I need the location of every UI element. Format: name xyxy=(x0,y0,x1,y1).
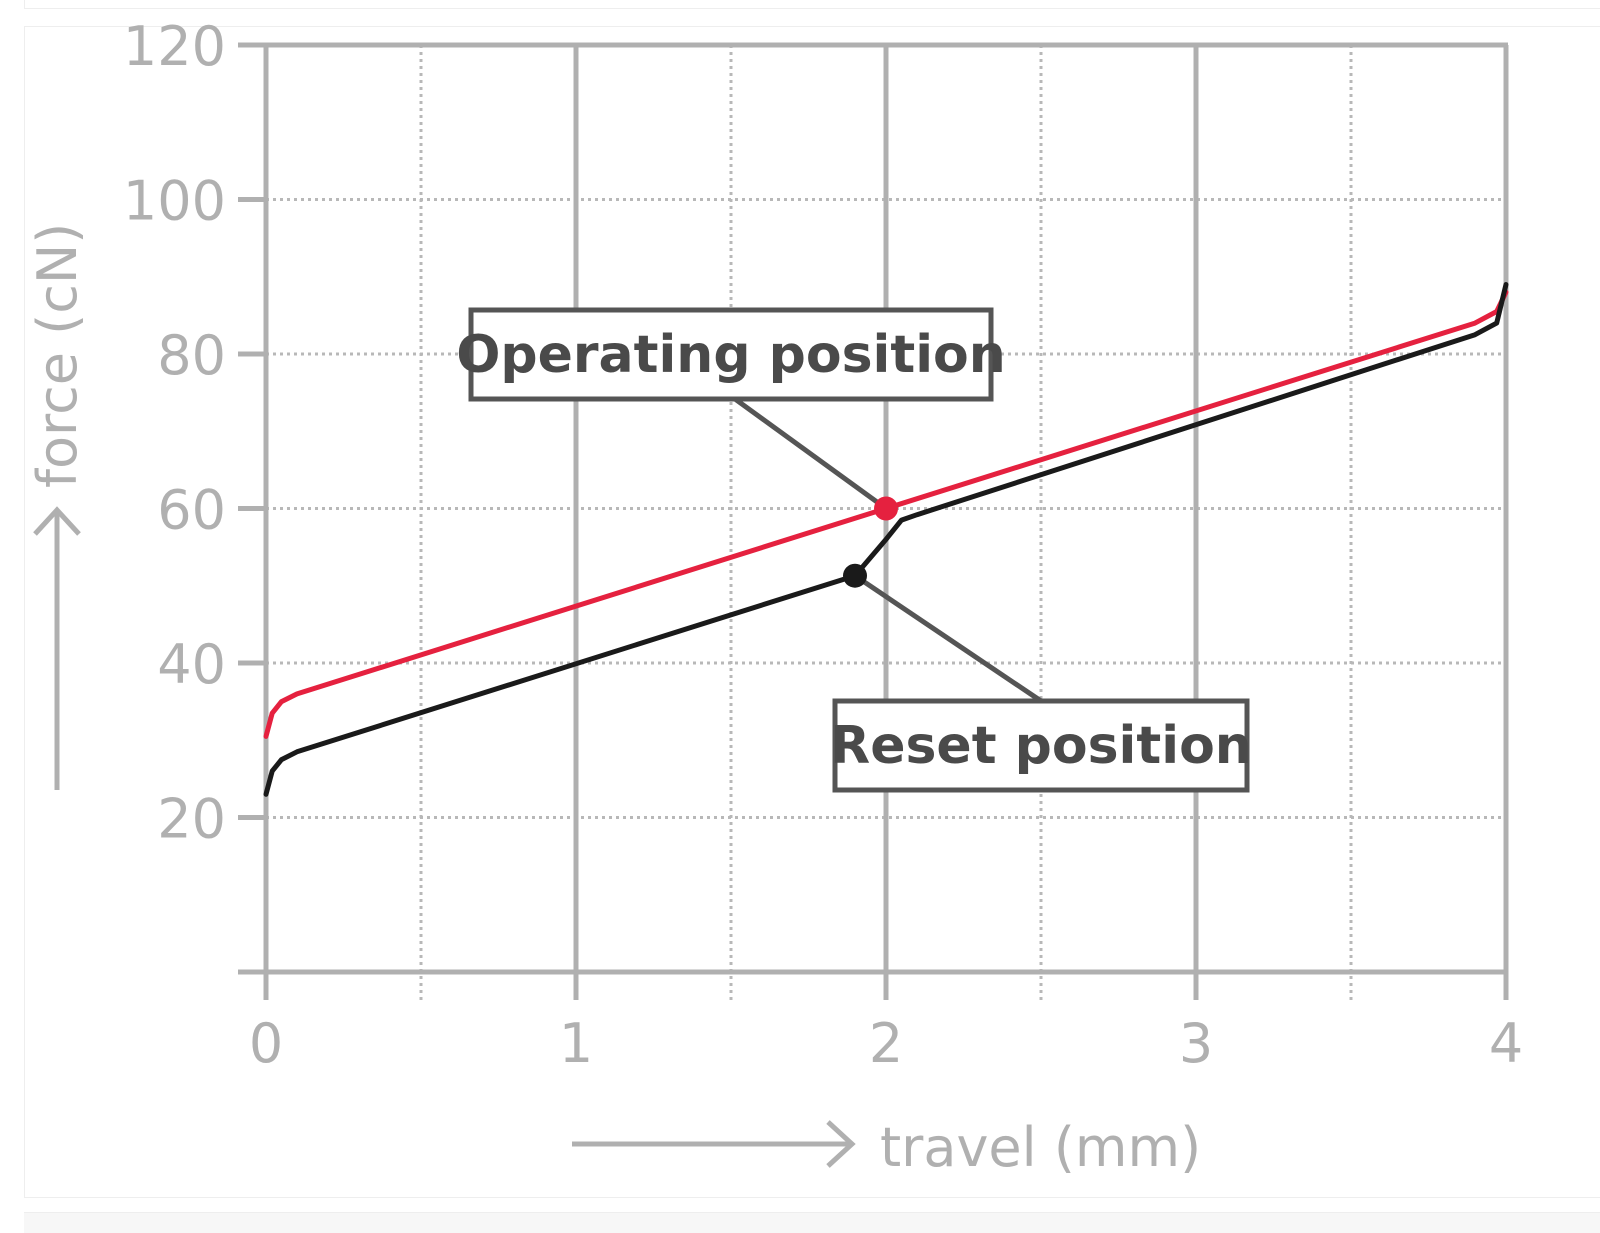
series-line-0 xyxy=(263,289,1509,739)
frame-top xyxy=(24,0,1600,9)
y-axis-arrow-head xyxy=(33,506,81,536)
annotation-marker-1 xyxy=(843,563,867,588)
x-axis-arrow-head xyxy=(826,1120,856,1168)
operating-position-callout: Operating position xyxy=(456,307,1006,511)
x-tick-label: 3 xyxy=(1179,1012,1213,1075)
y-tick-label: 80 xyxy=(157,324,226,387)
x-tick-label: 0 xyxy=(249,1012,283,1075)
x-tick-label: 2 xyxy=(869,1012,903,1075)
series-line-1 xyxy=(263,282,1509,797)
x-tick-label: 4 xyxy=(1489,1012,1523,1075)
reset-position-leader xyxy=(853,573,1043,704)
y-tick-label: 60 xyxy=(157,479,226,542)
annotation-marker-0 xyxy=(874,496,898,521)
chart-frame xyxy=(24,26,1600,1198)
tick-labels: 20 40 60 80 100 120 0 1 2 3 4 xyxy=(123,15,1523,1075)
y-axis-title-group: force (cN) xyxy=(26,223,89,790)
grid-major xyxy=(263,45,1509,1000)
y-tick-label: 100 xyxy=(123,170,226,233)
x-axis-title-group: travel (mm) xyxy=(572,1116,1201,1179)
operating-position-label: Operating position xyxy=(456,325,1006,385)
x-tick-label: 1 xyxy=(559,1012,593,1075)
x-axis-title: travel (mm) xyxy=(880,1116,1201,1179)
y-tick-label: 40 xyxy=(157,633,226,696)
y-axis-title: force (cN) xyxy=(26,223,89,488)
axes xyxy=(238,42,1508,975)
reset-position-label: Reset position xyxy=(830,716,1252,776)
y-tick-label: 20 xyxy=(157,788,226,851)
reset-position-box xyxy=(832,698,1250,793)
series-layer xyxy=(263,282,1509,797)
markers xyxy=(843,496,898,588)
operating-position-box xyxy=(468,307,994,402)
y-tick-label: 120 xyxy=(123,15,226,78)
operating-position-leader xyxy=(733,396,888,511)
reset-position-callout: Reset position xyxy=(830,573,1252,793)
grid-minor xyxy=(266,45,1506,1000)
